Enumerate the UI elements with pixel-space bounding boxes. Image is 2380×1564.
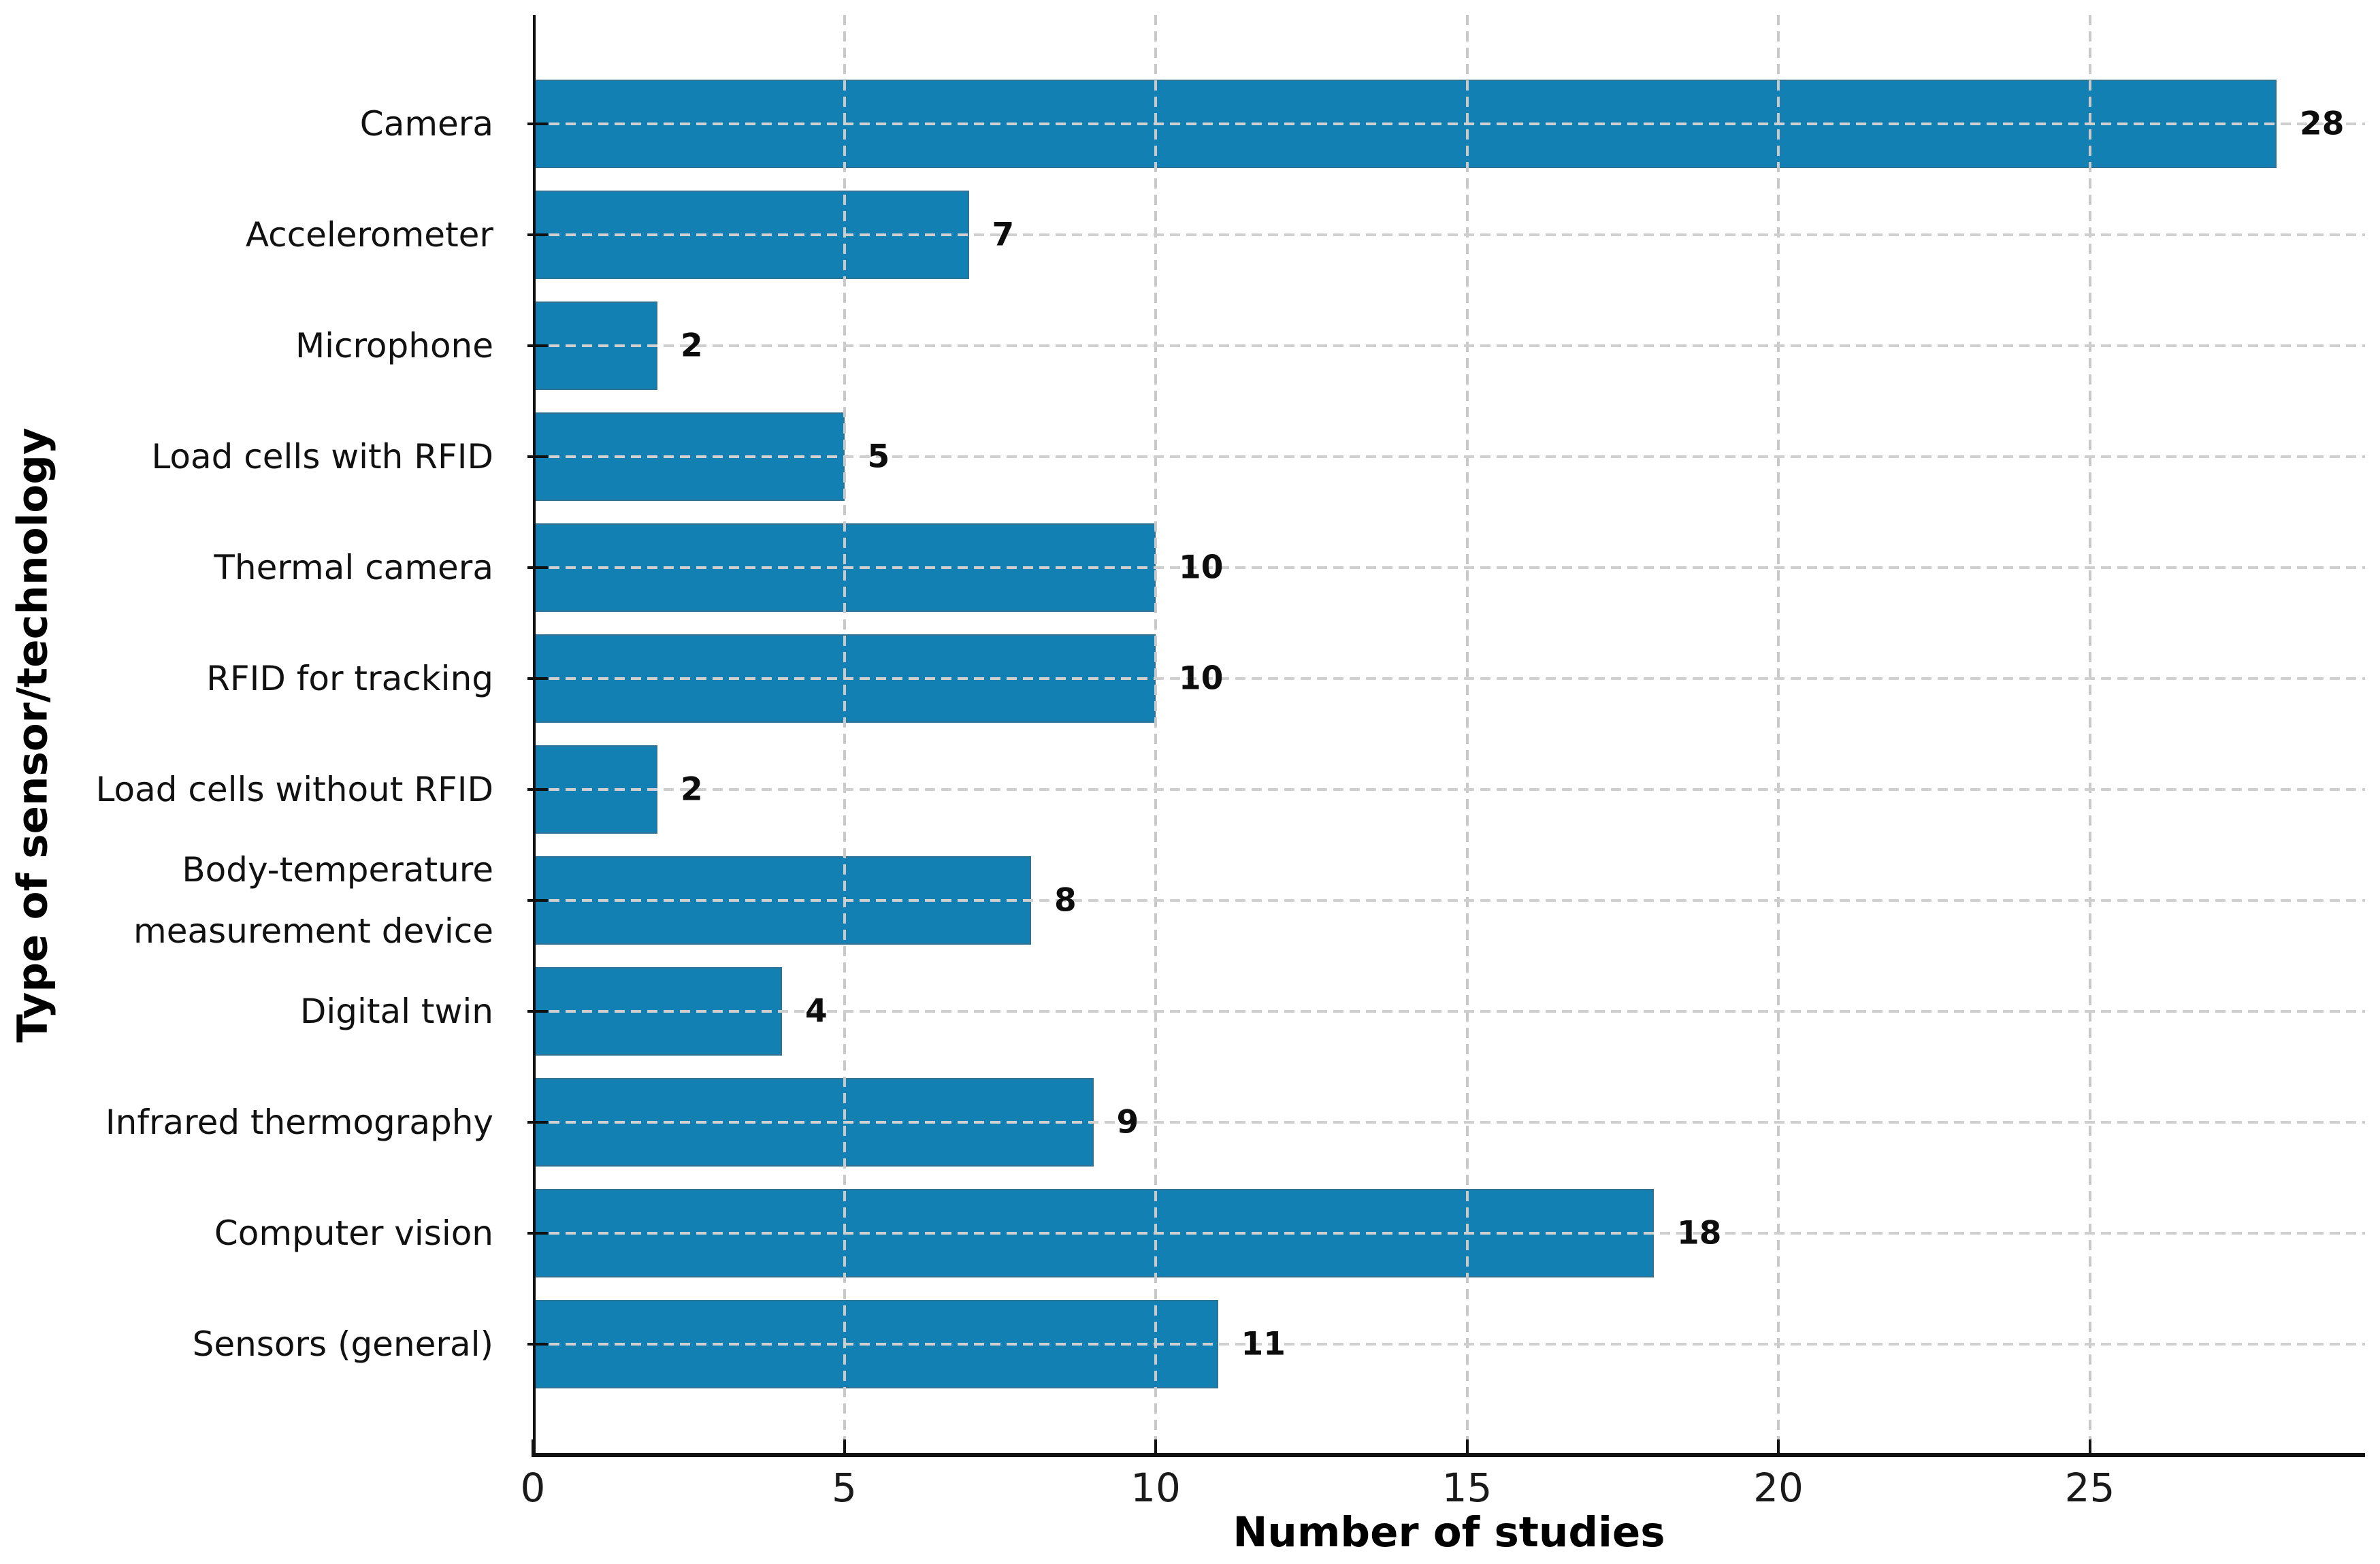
category-label: Body-temperature measurement device xyxy=(133,850,493,951)
y-tick-mark xyxy=(527,455,548,458)
gridline-horizontal xyxy=(533,1232,2365,1235)
x-tick-mark xyxy=(1465,1439,1469,1453)
y-tick-mark xyxy=(527,123,548,125)
bar-value-label: 10 xyxy=(1179,549,1224,587)
y-tick-mark xyxy=(527,344,548,347)
x-tick-mark xyxy=(1154,1439,1157,1453)
y-tick-mark xyxy=(527,233,548,236)
category-label: Digital twin xyxy=(299,992,493,1031)
gridline-horizontal xyxy=(533,455,2365,458)
gridline-vertical xyxy=(1777,15,1780,1454)
y-tick-mark xyxy=(527,899,548,902)
gridline-vertical xyxy=(1154,15,1157,1454)
x-tick-label: 5 xyxy=(832,1465,857,1511)
category-label: Infrared thermography xyxy=(105,1103,493,1142)
bar-value-label: 10 xyxy=(1179,659,1224,698)
y-tick-mark xyxy=(527,1343,548,1346)
gridline-vertical xyxy=(1465,15,1469,1454)
x-tick-label: 15 xyxy=(1441,1465,1493,1511)
y-axis-line xyxy=(533,15,536,1457)
bar-value-label: 18 xyxy=(1677,1214,1722,1252)
gridline-horizontal xyxy=(533,1343,2365,1346)
bar-value-label: 5 xyxy=(867,438,890,476)
bar-value-label: 2 xyxy=(681,770,703,809)
category-label: Thermal camera xyxy=(214,548,493,587)
gridline-horizontal xyxy=(533,123,2365,125)
gridline-vertical xyxy=(843,15,846,1454)
category-label: RFID for tracking xyxy=(206,659,493,698)
gridline-horizontal xyxy=(533,788,2365,791)
x-tick-label: 20 xyxy=(1753,1465,1804,1511)
x-tick-label: 25 xyxy=(2064,1465,2115,1511)
category-label: Load cells with RFID xyxy=(151,437,493,476)
gridline-horizontal xyxy=(533,677,2365,680)
gridline-horizontal xyxy=(533,344,2365,347)
category-label: Load cells without RFID xyxy=(95,770,493,809)
x-axis-title: Number of studies xyxy=(1233,1508,1665,1557)
x-tick-mark xyxy=(532,1439,534,1453)
x-tick-mark xyxy=(2088,1439,2091,1453)
category-label: Computer vision xyxy=(214,1213,493,1253)
bar-value-label: 8 xyxy=(1054,881,1077,919)
category-label: Microphone xyxy=(295,326,493,365)
y-tick-mark xyxy=(527,1232,548,1235)
category-label: Sensors (general) xyxy=(192,1324,493,1364)
bar-value-label: 28 xyxy=(2300,105,2345,143)
gridline-horizontal xyxy=(533,1121,2365,1124)
gridline-horizontal xyxy=(533,899,2365,902)
x-tick-label: 0 xyxy=(520,1465,546,1511)
bar-value-label: 2 xyxy=(681,327,703,365)
y-tick-mark xyxy=(527,677,548,680)
bar-value-label: 7 xyxy=(992,216,1015,254)
gridline-vertical xyxy=(2088,15,2091,1454)
x-axis-line xyxy=(532,1453,2365,1457)
y-tick-mark xyxy=(527,566,548,569)
bar-value-label: 9 xyxy=(1116,1103,1139,1141)
y-tick-mark xyxy=(527,1010,548,1013)
category-label: Camera xyxy=(359,104,493,144)
gridline-horizontal xyxy=(533,566,2365,569)
y-tick-mark xyxy=(527,1121,548,1124)
x-tick-mark xyxy=(843,1439,846,1453)
category-label: Accelerometer xyxy=(245,215,493,255)
bar-value-label: 4 xyxy=(805,992,828,1030)
y-tick-mark xyxy=(527,788,548,791)
x-tick-label: 10 xyxy=(1130,1465,1181,1511)
gridline-horizontal xyxy=(533,233,2365,236)
bar-value-label: 11 xyxy=(1241,1325,1286,1363)
gridline-horizontal xyxy=(533,1010,2365,1013)
x-tick-mark xyxy=(1777,1439,1780,1453)
